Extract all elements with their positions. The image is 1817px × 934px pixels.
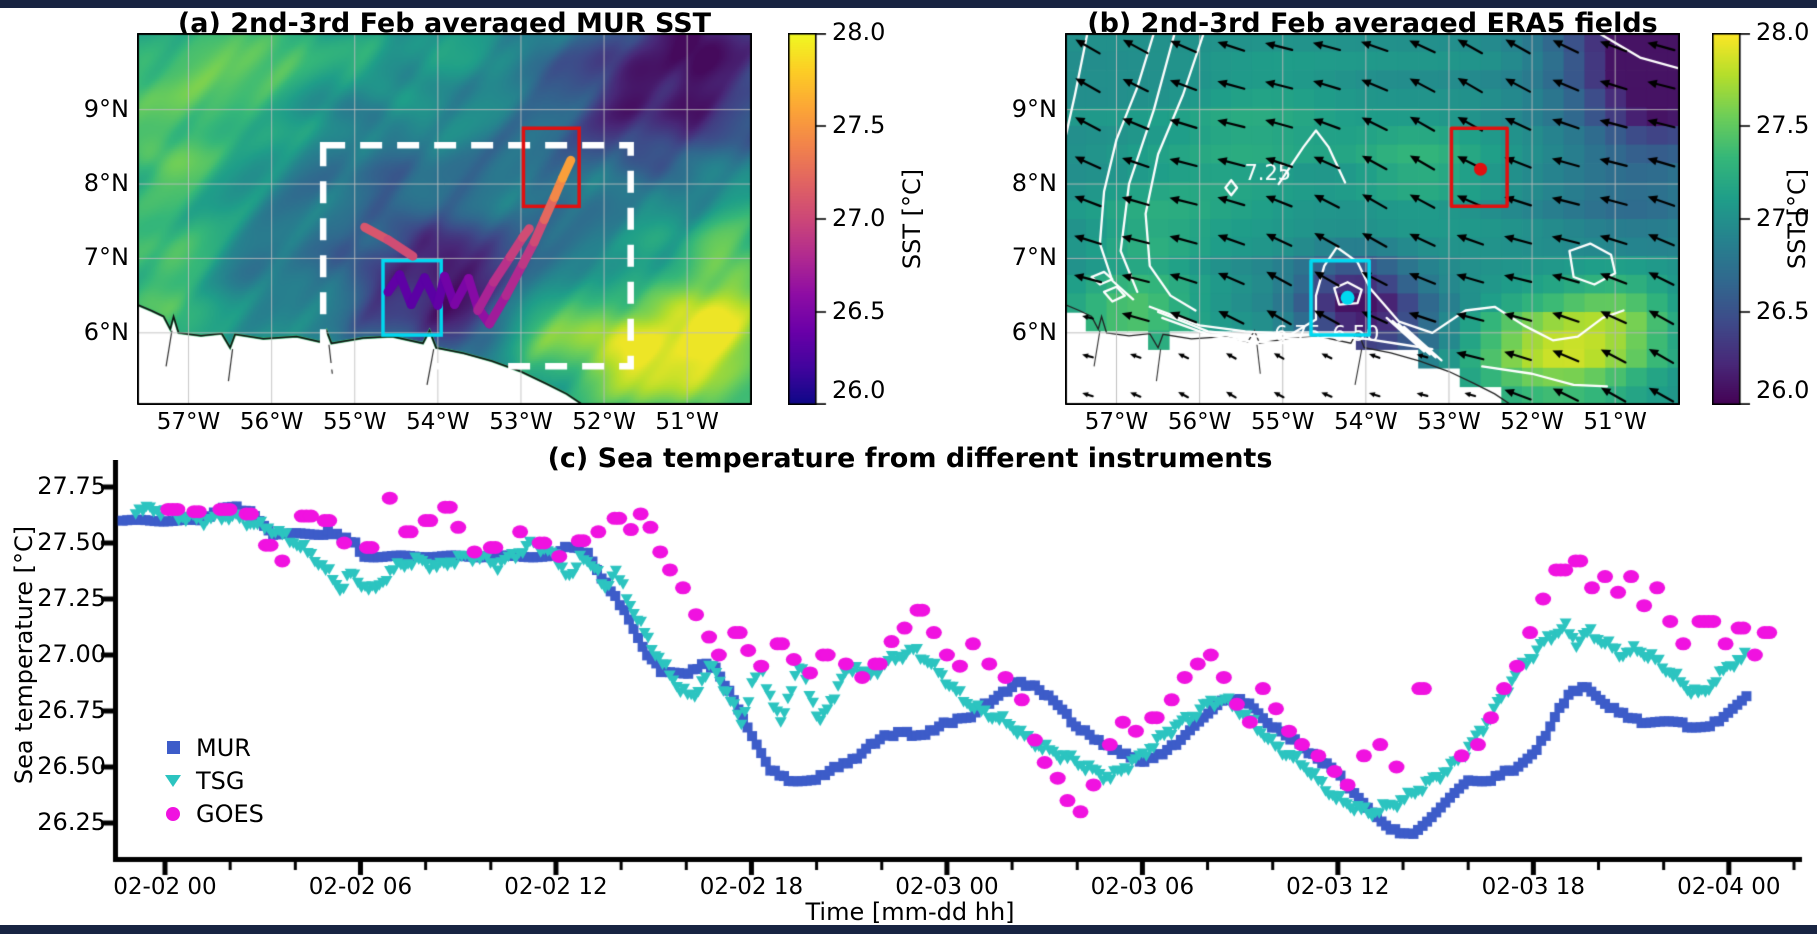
colorbar-tick-label: 27.5	[1756, 111, 1810, 139]
lon-tick-label: 57°W	[1084, 409, 1149, 435]
colorbar-tick-label: 27.0	[832, 204, 886, 232]
colorbar-tick-label: 28.0	[832, 18, 886, 46]
lon-tick-label: 52°W	[1500, 409, 1564, 435]
panel-c-ylabel: Sea temperature [°C]	[10, 525, 38, 785]
lat-tick-label: 8°N	[1011, 169, 1057, 198]
ytick-label: 27.00	[37, 640, 106, 668]
colorbar-tick-label: 26.5	[1756, 297, 1810, 325]
lon-tick-label: 52°W	[572, 409, 636, 435]
colorbar-tick-label: 27.0	[1756, 204, 1810, 232]
legend-label: GOES	[196, 799, 264, 828]
ytick-label: 26.75	[37, 696, 106, 724]
ytick-label: 27.25	[37, 584, 106, 612]
legend-item-mur: MUR	[150, 731, 264, 764]
lon-tick-label: 55°W	[322, 409, 387, 435]
ytick-label: 26.50	[37, 752, 106, 780]
figure-top-border	[0, 0, 1817, 8]
lat-tick-label: 9°N	[83, 94, 129, 123]
xtick-label: 02-03 12	[1286, 874, 1390, 900]
figure-bottom-border	[0, 925, 1817, 934]
lat-tick-label: 7°N	[83, 243, 129, 272]
lat-tick-label: 8°N	[83, 169, 129, 198]
lon-tick-label: 54°W	[406, 409, 470, 435]
timeseries-chart-canvas	[100, 460, 1810, 884]
xtick-label: 02-03 18	[1481, 874, 1586, 900]
ytick-label: 26.25	[37, 808, 106, 836]
colorbar-tick-label: 26.0	[1756, 376, 1810, 404]
panel-c-xlabel: Time [mm-dd hh]	[805, 898, 1015, 926]
lat-tick-label: 6°N	[1011, 317, 1057, 346]
lat-tick-label: 9°N	[1011, 94, 1057, 123]
lon-tick-label: 56°W	[239, 409, 304, 435]
xtick-label: 02-02 18	[699, 874, 804, 900]
lon-tick-label: 53°W	[1417, 409, 1481, 435]
mur-square-icon	[166, 741, 180, 754]
legend-item-tsg: TSG	[150, 764, 264, 797]
lon-tick-label: 53°W	[489, 409, 553, 435]
colorbar-tick-label: 27.5	[832, 111, 886, 139]
legend-item-goes: GOES	[150, 797, 264, 830]
ytick-label: 27.50	[37, 528, 106, 556]
colorbar-a-canvas	[788, 33, 832, 405]
colorbar-b-axis-label: SST [°C]	[1783, 168, 1811, 270]
lat-tick-label: 7°N	[1011, 243, 1057, 272]
lon-tick-label: 57°W	[156, 409, 221, 435]
mur-sst-map-canvas	[137, 33, 752, 405]
colorbar-a-axis-label: SST [°C]	[898, 168, 926, 270]
legend-label: TSG	[196, 766, 245, 795]
tsg-triangle-icon	[165, 774, 181, 787]
legend-label: MUR	[196, 733, 251, 762]
colorbar-tick-label: 26.5	[832, 297, 886, 325]
ytick-label: 27.75	[37, 472, 106, 500]
lon-tick-label: 55°W	[1250, 409, 1315, 435]
xtick-label: 02-02 06	[308, 874, 413, 900]
xtick-label: 02-02 00	[113, 874, 217, 900]
colorbar-tick-label: 26.0	[832, 376, 886, 404]
xtick-label: 02-03 00	[895, 874, 999, 900]
xtick-label: 02-04 00	[1677, 874, 1781, 900]
colorbar-b-canvas	[1712, 33, 1756, 405]
lon-tick-label: 51°W	[1583, 409, 1647, 435]
lon-tick-label: 51°W	[655, 409, 719, 435]
xtick-label: 02-02 12	[504, 874, 608, 900]
lon-tick-label: 54°W	[1334, 409, 1398, 435]
lon-tick-label: 56°W	[1167, 409, 1232, 435]
panel-c-legend: MUR TSG GOES	[150, 731, 264, 830]
colorbar-tick-label: 28.0	[1756, 18, 1810, 46]
goes-circle-icon	[166, 806, 180, 821]
lat-tick-label: 6°N	[83, 317, 129, 346]
era5-map-canvas	[1065, 33, 1680, 405]
xtick-label: 02-03 06	[1090, 874, 1195, 900]
